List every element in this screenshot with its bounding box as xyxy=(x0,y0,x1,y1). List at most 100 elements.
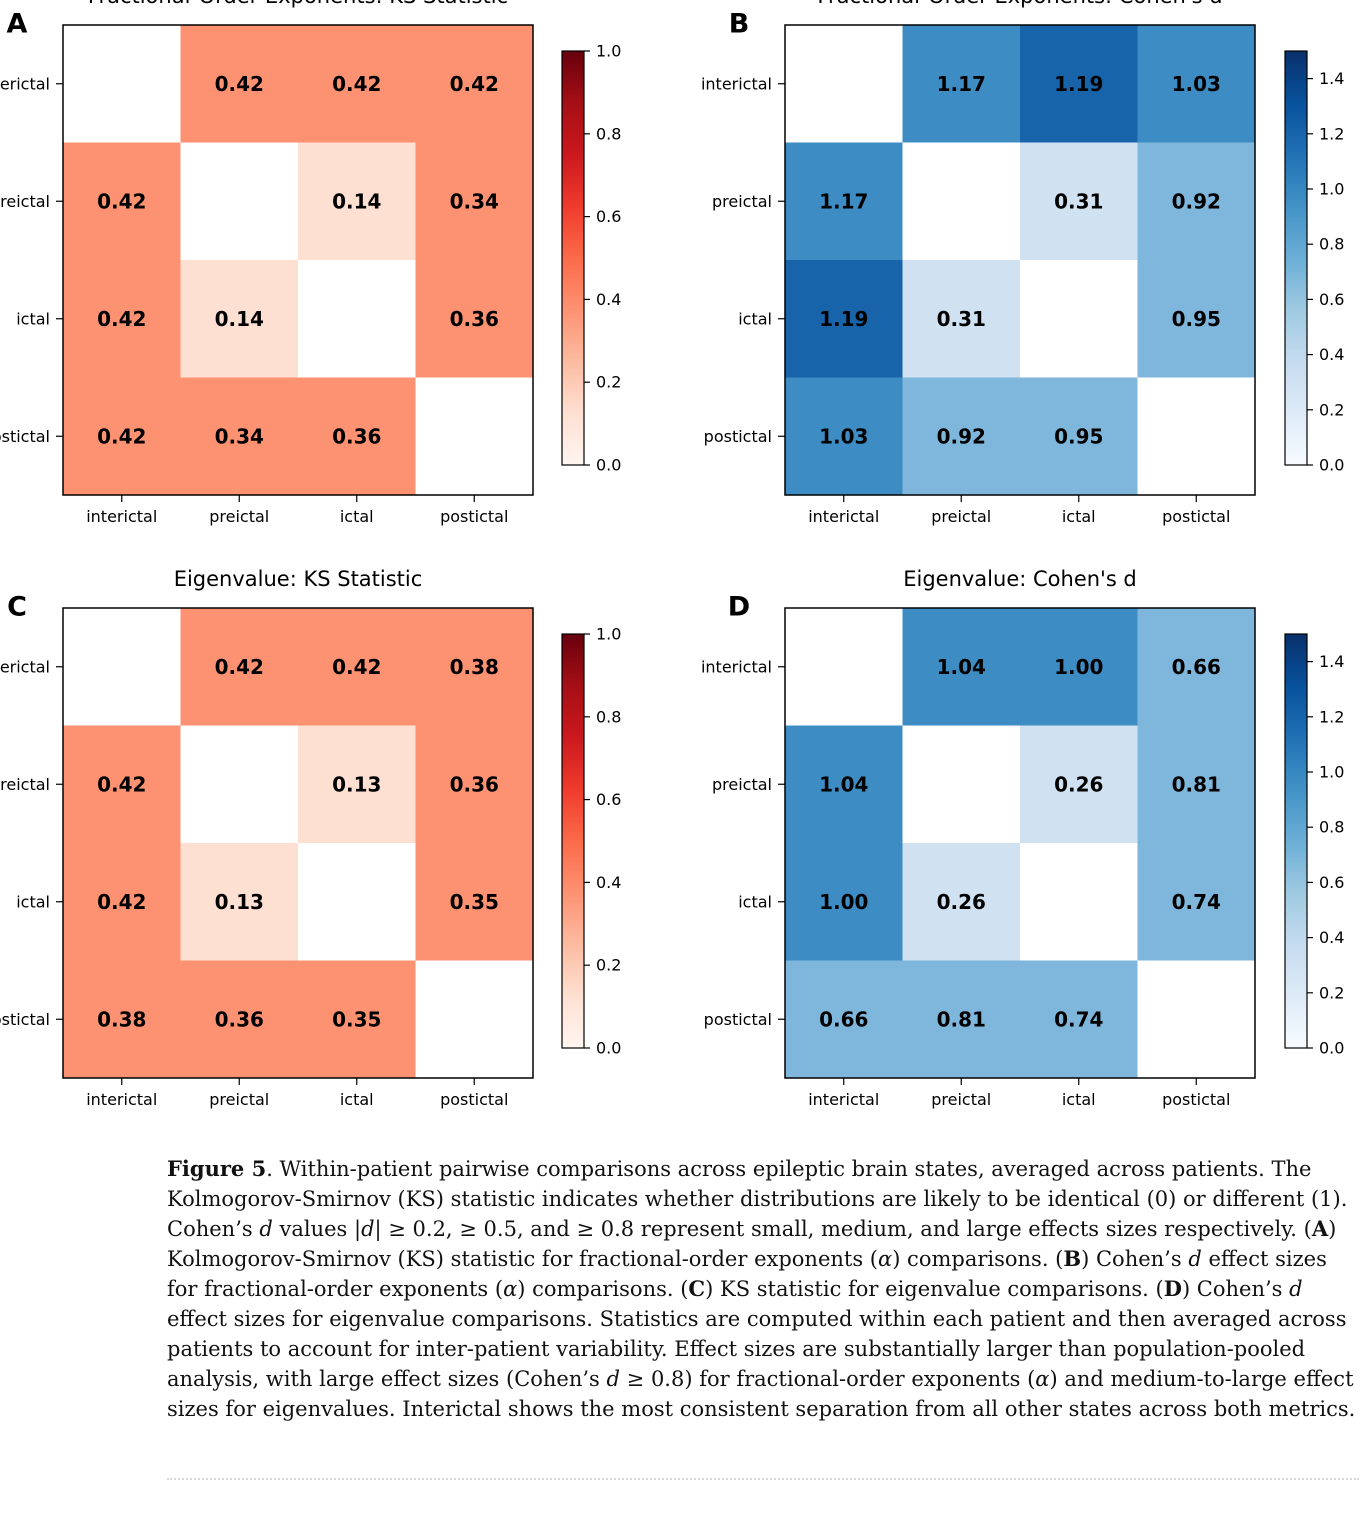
heatmap-cell xyxy=(785,843,903,961)
cell-value-label: 0.95 xyxy=(1054,424,1103,448)
heatmap-cell xyxy=(415,142,534,261)
panel-a: A Fractional-Order Exponents: KS Statisti… xyxy=(0,0,621,526)
cell-value-label: 0.36 xyxy=(332,424,381,448)
heatmap-cell xyxy=(298,142,416,261)
caption-panel-ref: D xyxy=(1163,1276,1182,1301)
heatmap-cell xyxy=(785,960,903,1079)
cell-value-label: 0.81 xyxy=(937,1007,986,1031)
x-tick-label: interictal xyxy=(86,1090,157,1109)
heatmap-frame xyxy=(62,24,534,496)
cell-value-label: 0.66 xyxy=(819,1007,868,1031)
caption-text: ) KS statistic for eigenvalue comparison… xyxy=(705,1277,1164,1301)
colorbar-tick-label: 0.6 xyxy=(596,790,621,809)
cell-value-label: 0.42 xyxy=(332,655,381,679)
heatmap-cell xyxy=(415,960,534,1079)
caption-text: effect sizes for fractional-order expone… xyxy=(167,1247,1327,1301)
cell-value-label: 0.81 xyxy=(1172,772,1221,796)
cell-value-label: 0.14 xyxy=(332,189,381,213)
heatmap-cell xyxy=(298,25,416,143)
caption-text: ) Kolmogorov-Smirnov (KS) statistic for … xyxy=(167,1217,1337,1271)
heatmap-cell xyxy=(1137,725,1256,844)
cell-value-label: 0.38 xyxy=(97,1007,146,1031)
caption-text: ) comparisons. ( xyxy=(517,1277,689,1301)
colorbar-tick-label: 0.0 xyxy=(596,456,621,475)
y-tick-label: ictal xyxy=(738,892,772,911)
caption-math: d xyxy=(259,1217,273,1241)
caption-math: α xyxy=(503,1277,518,1301)
heatmap-cell xyxy=(298,260,416,378)
cell-value-label: 0.92 xyxy=(937,424,986,448)
cell-value-label: 0.42 xyxy=(332,72,381,96)
heatmap-cell xyxy=(298,725,416,844)
heatmap-frame xyxy=(784,24,1256,496)
caption-text: ) comparisons. ( xyxy=(892,1247,1064,1271)
panel-b: B Fractional-Order Exponents: Cohen's d 1.… xyxy=(701,0,1345,526)
heatmap-cell xyxy=(785,25,903,143)
heatmap-cell xyxy=(785,377,903,496)
heatmap-cell xyxy=(63,843,181,961)
cell-value-label: 0.26 xyxy=(1054,772,1103,796)
y-tick-label: postictal xyxy=(0,427,50,446)
x-tick-label: interictal xyxy=(808,1090,879,1109)
heatmap-frame xyxy=(62,607,534,1079)
cell-value-label: 0.13 xyxy=(215,890,264,914)
colorbar xyxy=(561,633,585,1049)
colorbar-tick-label: 0.8 xyxy=(596,707,621,726)
caption-panel-ref: B xyxy=(1063,1246,1082,1271)
heatmap-frame xyxy=(784,607,1256,1079)
heatmap-cell xyxy=(298,843,416,961)
colorbar-tick-label: 0.8 xyxy=(1319,235,1344,254)
cell-value-label: 0.13 xyxy=(332,772,381,796)
heatmap-cell xyxy=(180,843,299,961)
colorbar-tick-label: 0.4 xyxy=(596,290,621,309)
figure-panels: A Fractional-Order Exponents: KS Statisti… xyxy=(0,0,1345,1109)
heatmap-cell xyxy=(180,377,299,496)
x-tick-label: preictal xyxy=(209,1090,269,1109)
x-tick-label: ictal xyxy=(1062,1090,1096,1109)
heatmap-cell xyxy=(902,260,1021,378)
heatmap-cell xyxy=(180,25,299,143)
y-tick-label: interictal xyxy=(701,657,772,676)
heatmap-cell xyxy=(63,142,181,261)
heatmap-cell xyxy=(63,960,181,1079)
caption-text: | ≥ 0.2, ≥ 0.5, and ≥ 0.8 represent smal… xyxy=(374,1217,1312,1241)
colorbar-tick-label: 0.2 xyxy=(596,956,621,975)
heatmap-cell xyxy=(902,725,1021,844)
cell-value-label: 0.36 xyxy=(450,307,499,331)
cell-value-label: 0.42 xyxy=(97,189,146,213)
heatmap-cell xyxy=(180,260,299,378)
caption-math: d xyxy=(606,1367,620,1391)
heatmap-cell xyxy=(63,260,181,378)
y-tick-label: postictal xyxy=(0,1010,50,1029)
y-tick-label: ictal xyxy=(16,309,50,328)
colorbar-tick-label: 0.6 xyxy=(1319,290,1344,309)
heatmap-cell xyxy=(180,142,299,261)
colorbar-tick-label: 0.2 xyxy=(1319,400,1344,419)
panel-letter: B xyxy=(729,9,750,40)
heatmap-cell xyxy=(902,142,1021,261)
caption-text: ) and medium-to-large effect sizes for e… xyxy=(167,1367,1356,1421)
cell-value-label: 0.42 xyxy=(97,890,146,914)
panel-title: Eigenvalue: Cohen's d xyxy=(903,567,1137,591)
colorbar-tick-label: 1.0 xyxy=(596,625,621,644)
colorbar-tick-label: 0.2 xyxy=(596,373,621,392)
panel-title: Fractional-Order Exponents: KS Statistic xyxy=(88,0,508,8)
caption-text: ) Cohen’s xyxy=(1081,1247,1182,1271)
heatmap-cell xyxy=(298,608,416,726)
cell-value-label: 0.38 xyxy=(450,655,499,679)
heatmap-cell xyxy=(1020,608,1138,726)
heatmap-cell xyxy=(1137,25,1256,143)
y-tick-label: ictal xyxy=(738,309,772,328)
cell-value-label: 0.14 xyxy=(215,307,264,331)
cell-value-label: 0.42 xyxy=(97,424,146,448)
colorbar xyxy=(1284,50,1308,466)
panel-d: D Eigenvalue: Cohen's d 1.04 1.00 0.66 1.04 0.… xyxy=(701,567,1345,1109)
x-tick-label: postictal xyxy=(1162,1090,1230,1109)
heatmap-cell xyxy=(298,377,416,496)
cell-value-label: 0.66 xyxy=(1172,655,1221,679)
colorbar-tick-label: 0.8 xyxy=(1319,818,1344,837)
panel-title: Eigenvalue: KS Statistic xyxy=(174,567,423,591)
panel-title: Fractional-Order Exponents: Cohen's d xyxy=(817,0,1222,8)
caption-panel-ref: C xyxy=(688,1276,706,1301)
heatmap-cell xyxy=(180,725,299,844)
